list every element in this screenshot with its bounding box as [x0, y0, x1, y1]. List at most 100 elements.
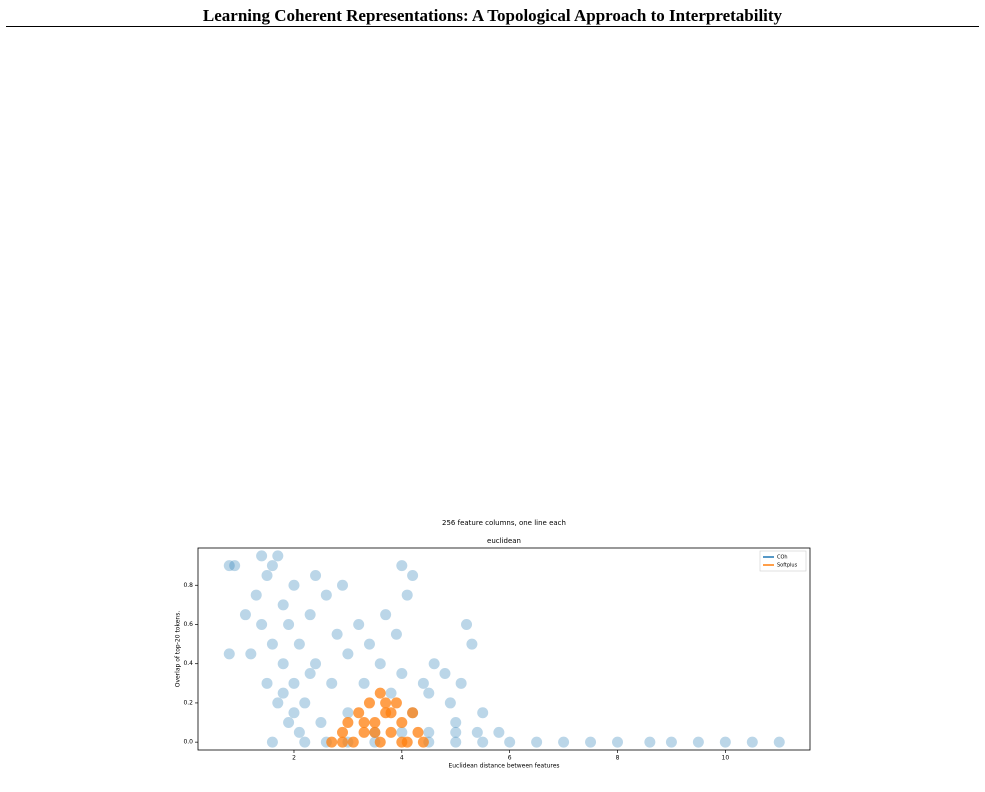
scatter-point — [310, 569, 322, 581]
scatter-point — [266, 736, 278, 748]
scatter-point — [266, 560, 278, 572]
x-tick-label: 6 — [508, 755, 512, 762]
chart-title: 256 feature columns, one line each — [442, 519, 566, 527]
scatter-point — [369, 717, 381, 729]
scatter-point — [331, 628, 343, 640]
scatter-point — [299, 736, 311, 748]
scatter-point — [407, 569, 419, 581]
scatter-point — [288, 707, 300, 719]
scatter-point — [423, 726, 435, 738]
scatter-point — [504, 736, 516, 748]
scatter-point — [347, 736, 359, 748]
y-axis-label: Overlap of top-20 tokens. — [175, 611, 182, 688]
scatter-point — [407, 707, 419, 719]
y-tick-label: 0.4 — [183, 660, 193, 667]
scatter-point — [585, 736, 597, 748]
scatter-point — [342, 717, 354, 729]
scatter-point — [390, 628, 402, 640]
scatter-point — [283, 618, 295, 630]
scatter-point — [304, 668, 316, 680]
y-tick-label: 0.0 — [183, 739, 193, 746]
scatter-point — [390, 697, 402, 709]
scatter-point — [288, 677, 300, 689]
scatter-point — [385, 687, 397, 699]
scatter-point — [428, 658, 440, 670]
scatter-point — [310, 658, 322, 670]
scatter-point — [239, 609, 251, 621]
scatter-point — [266, 638, 278, 650]
scatter-point — [304, 609, 316, 621]
scatter-point — [337, 736, 349, 748]
scatter-point — [358, 717, 370, 729]
scatter-point — [380, 697, 392, 709]
scatter-point — [644, 736, 656, 748]
scatter-point — [256, 550, 268, 562]
axes-frame — [197, 547, 811, 751]
scatter-point — [261, 569, 273, 581]
scatter-point — [477, 707, 489, 719]
x-tick-label: 4 — [400, 755, 404, 762]
scatter-point — [342, 707, 354, 719]
header-rule — [6, 26, 979, 27]
scatter-point — [612, 736, 624, 748]
scatter-point — [374, 658, 386, 670]
scatter-point — [272, 550, 284, 562]
legend-label: Softplus — [777, 563, 798, 569]
scatter-point — [326, 736, 338, 748]
scatter-point — [363, 697, 375, 709]
scatter-point — [417, 736, 429, 748]
scatter-point — [396, 717, 408, 729]
scatter-point — [719, 736, 731, 748]
scatter-point — [493, 726, 505, 738]
scatter-point — [450, 736, 462, 748]
scatter-point — [353, 618, 365, 630]
scatter-point — [401, 589, 413, 601]
scatter-point — [277, 599, 289, 611]
scatter-point — [283, 717, 295, 729]
scatter-point — [272, 697, 284, 709]
scatter-point — [385, 726, 397, 738]
y-tick-label: 0.8 — [183, 582, 193, 589]
scatter-point — [466, 638, 478, 650]
scatter-point — [450, 717, 462, 729]
scatter-point — [299, 697, 311, 709]
scatter-point — [396, 736, 408, 748]
scatter-point — [223, 560, 235, 572]
x-axis-label: Euclidean distance between features — [448, 763, 559, 770]
scatter-point — [444, 697, 456, 709]
scatter-point — [423, 687, 435, 699]
scatter-point — [461, 618, 473, 630]
y-tick-label: 0.6 — [183, 621, 193, 628]
scatter-point — [450, 726, 462, 738]
scatter-point — [293, 726, 305, 738]
scatter-point — [337, 726, 349, 738]
scatter-point — [353, 707, 365, 719]
scatter-point — [531, 736, 543, 748]
scatter-point — [358, 726, 370, 738]
x-tick-label: 2 — [292, 755, 296, 762]
x-tick-label: 8 — [616, 755, 620, 762]
scatter-point — [412, 726, 424, 738]
scatter-point — [477, 736, 489, 748]
scatter-point — [417, 677, 429, 689]
scatter-point — [374, 687, 386, 699]
scatter-point — [261, 677, 273, 689]
scatter-point — [229, 560, 241, 572]
scatter-point — [277, 658, 289, 670]
scatter-point — [337, 579, 349, 591]
scatter-point — [369, 726, 381, 738]
scatter-point — [320, 589, 332, 601]
scatter-point — [277, 687, 289, 699]
scatter-point — [256, 618, 268, 630]
scatter-point — [665, 736, 677, 748]
scatter-point — [342, 648, 354, 660]
scatter-point — [385, 707, 397, 719]
paper-header: Learning Coherent Representations: A Top… — [202, 6, 783, 25]
scatter-point — [288, 579, 300, 591]
scatter-point — [471, 726, 483, 738]
scatter-point — [692, 736, 704, 748]
scatter-point — [245, 648, 257, 660]
plot-area — [223, 550, 785, 748]
